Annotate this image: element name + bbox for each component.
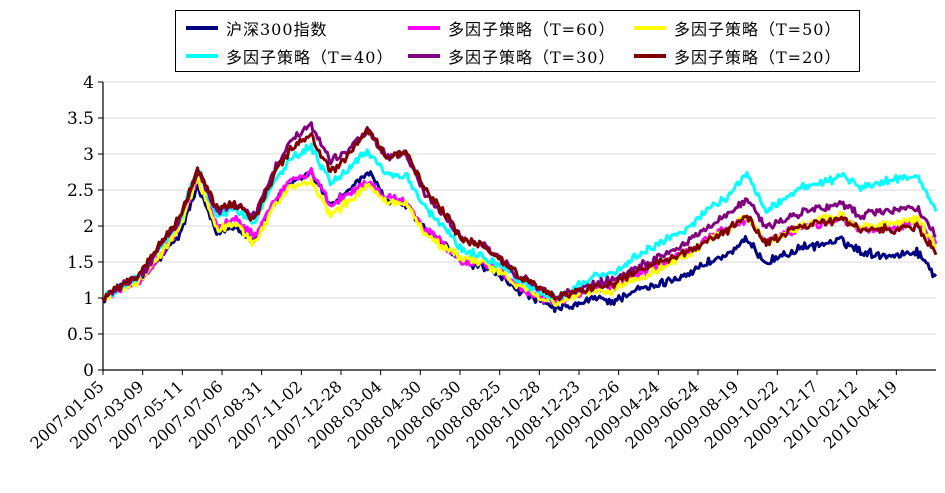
legend-label-t30: 多因子策略（T=30） <box>448 48 616 67</box>
y-tick-label: 3 <box>83 145 94 165</box>
legend-item-t30: 多因子策略（T=30） <box>408 45 615 67</box>
series-lines <box>101 121 938 314</box>
y-tick-label: 1 <box>83 289 94 309</box>
legend-item-t50: 多因子策略（T=50） <box>634 17 841 39</box>
series-line-5 <box>101 126 938 302</box>
legend-label-t40: 多因子策略（T=40） <box>226 48 394 67</box>
legend-label-hs300: 沪深300指数 <box>226 20 328 39</box>
series-line-2 <box>102 173 938 307</box>
legend-swatch-t40 <box>186 54 218 58</box>
y-tick-label: 4 <box>83 73 94 93</box>
legend-label-t60: 多因子策略（T=60） <box>448 20 616 39</box>
series-line-0 <box>101 170 938 314</box>
legend-item-t40: 多因子策略（T=40） <box>186 45 393 67</box>
legend-label-t50: 多因子策略（T=50） <box>674 20 842 39</box>
legend-item-t60: 多因子策略（T=60） <box>408 17 615 39</box>
legend-swatch-t30 <box>408 54 440 58</box>
y-tick-label: 2 <box>83 217 94 237</box>
series-line-3 <box>101 142 938 302</box>
legend-swatch-t60 <box>408 26 440 30</box>
axes <box>98 81 936 375</box>
y-tick-label: 0 <box>83 361 94 381</box>
legend-item-t20: 多因子策略（T=20） <box>634 45 841 67</box>
legend-label-t20: 多因子策略（T=20） <box>674 48 842 67</box>
legend-swatch-t20 <box>634 54 666 58</box>
legend-item-hs300: 沪深300指数 <box>186 17 328 39</box>
y-tick-label: 2.5 <box>67 181 94 201</box>
y-tick-label: 0.5 <box>67 325 94 345</box>
y-tick-label: 3.5 <box>67 109 94 129</box>
legend: 沪深300指数 多因子策略（T=60） 多因子策略（T=50） 多因子策略（T=… <box>175 10 860 72</box>
legend-swatch-hs300 <box>186 26 218 30</box>
y-tick-label: 1.5 <box>67 253 94 273</box>
legend-swatch-t50 <box>634 26 666 30</box>
